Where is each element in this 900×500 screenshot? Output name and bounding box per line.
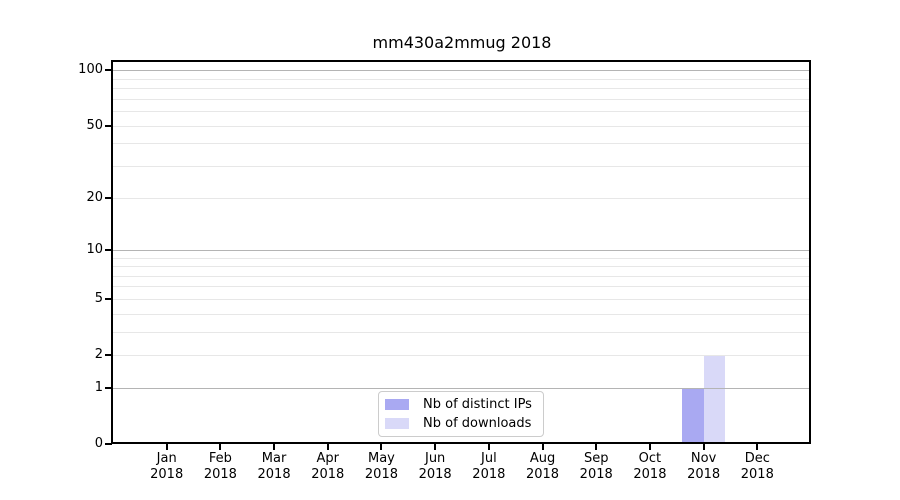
x-tick-mark-sep bbox=[595, 444, 598, 450]
x-tick-mark-jun bbox=[434, 444, 437, 450]
x-tick-mark-feb bbox=[219, 444, 222, 450]
legend-swatch-distinct-ips bbox=[385, 399, 409, 410]
y-tick-label-0: 0 bbox=[94, 436, 103, 451]
y-tick-label-1: 1 bbox=[94, 379, 103, 395]
x-tick-label-month-mar: Mar bbox=[261, 451, 287, 466]
x-tick-label-month-nov: Nov bbox=[690, 451, 717, 466]
gridline-minor-6 bbox=[113, 286, 811, 288]
y-tick-label-50: 50 bbox=[86, 117, 103, 133]
x-tick-mark-oct bbox=[648, 444, 651, 450]
x-tick-label-year-sep: 2018 bbox=[579, 467, 613, 482]
y-tick-mark-0 bbox=[105, 443, 112, 445]
x-tick-label-month-aug: Aug bbox=[529, 451, 556, 466]
x-tick-label-year-feb: 2018 bbox=[203, 467, 237, 482]
x-tick-label-sep: Sep 2018 bbox=[564, 451, 628, 483]
x-tick-mark-dec bbox=[756, 444, 759, 450]
gridline-minor-30 bbox=[113, 165, 811, 167]
x-tick-mark-may bbox=[380, 444, 383, 450]
chart-title: mm430a2mmug 2018 bbox=[372, 33, 552, 52]
gridline-minor-5 bbox=[113, 298, 811, 300]
x-tick-mark-mar bbox=[273, 444, 276, 450]
gridline-minor-60 bbox=[113, 111, 811, 113]
y-tick-label-10: 10 bbox=[86, 241, 103, 257]
bar-nb-of-downloads-nov bbox=[703, 355, 726, 444]
x-tick-label-month-jul: Jul bbox=[481, 451, 497, 466]
x-tick-label-dec: Dec 2018 bbox=[725, 451, 789, 483]
gridline-major-100 bbox=[113, 70, 811, 72]
x-tick-label-feb: Feb 2018 bbox=[188, 451, 252, 483]
gridline-minor-80 bbox=[113, 88, 811, 90]
y-tick-mark-1 bbox=[105, 386, 112, 389]
x-tick-label-year-jan: 2018 bbox=[150, 467, 184, 482]
gridline-minor-4 bbox=[113, 313, 811, 315]
y-tick-label-100: 100 bbox=[78, 62, 103, 78]
x-tick-label-month-may: May bbox=[368, 451, 395, 466]
x-tick-label-month-jan: Jan bbox=[156, 451, 177, 466]
x-tick-label-year-nov: 2018 bbox=[687, 467, 721, 482]
x-tick-label-month-jun: Jun bbox=[424, 451, 446, 466]
y-tick-mark-100 bbox=[105, 69, 112, 72]
x-tick-mark-nov bbox=[702, 444, 705, 450]
gridline-minor-9 bbox=[113, 257, 811, 259]
y-tick-mark-50 bbox=[105, 124, 112, 127]
legend-label-distinct-ips: Nb of distinct IPs bbox=[423, 396, 532, 412]
x-tick-label-year-may: 2018 bbox=[364, 467, 398, 482]
x-tick-label-year-jun: 2018 bbox=[418, 467, 452, 482]
x-tick-label-month-apr: Apr bbox=[316, 451, 340, 466]
x-tick-label-year-dec: 2018 bbox=[740, 467, 774, 482]
x-tick-label-year-apr: 2018 bbox=[311, 467, 345, 482]
gridline-minor-2 bbox=[113, 355, 811, 357]
gridline-minor-20 bbox=[113, 197, 811, 199]
plot-area bbox=[113, 62, 811, 444]
bar-nb-of-distinct-ips-nov bbox=[682, 387, 704, 444]
legend-label-downloads: Nb of downloads bbox=[423, 415, 532, 431]
x-tick-label-jul: Jul 2018 bbox=[457, 451, 521, 483]
y-tick-label-5: 5 bbox=[94, 290, 103, 306]
x-tick-label-jan: Jan 2018 bbox=[135, 451, 199, 483]
legend-item-distinct-ips: Nb of distinct IPs bbox=[385, 395, 537, 414]
y-tick-mark-2 bbox=[105, 354, 112, 357]
x-tick-mark-jul bbox=[487, 444, 490, 450]
y-tick-mark-20 bbox=[105, 196, 112, 199]
legend-swatch-downloads bbox=[385, 418, 409, 429]
x-tick-mark-jan bbox=[165, 444, 168, 450]
legend: Nb of distinct IPs Nb of downloads bbox=[378, 391, 544, 437]
y-tick-mark-10 bbox=[105, 248, 112, 251]
y-tick-label-20: 20 bbox=[86, 189, 103, 205]
y-tick-label-2: 2 bbox=[94, 347, 103, 363]
y-tick-mark-5 bbox=[105, 297, 112, 300]
gridline-minor-8 bbox=[113, 266, 811, 268]
x-tick-label-year-mar: 2018 bbox=[257, 467, 291, 482]
x-tick-label-jun: Jun 2018 bbox=[403, 451, 467, 483]
legend-item-downloads: Nb of downloads bbox=[385, 414, 537, 433]
x-tick-label-month-oct: Oct bbox=[638, 451, 662, 466]
x-tick-label-month-feb: Feb bbox=[208, 451, 232, 466]
x-tick-mark-aug bbox=[541, 444, 544, 450]
x-tick-label-year-oct: 2018 bbox=[633, 467, 667, 482]
x-tick-label-nov: Nov 2018 bbox=[672, 451, 736, 483]
x-tick-label-year-jul: 2018 bbox=[472, 467, 506, 482]
gridline-minor-40 bbox=[113, 143, 811, 145]
gridline-minor-90 bbox=[113, 78, 811, 80]
gridline-minor-50 bbox=[113, 125, 811, 127]
gridline-major-1 bbox=[113, 387, 811, 389]
x-tick-label-may: May 2018 bbox=[349, 451, 413, 483]
x-tick-mark-apr bbox=[326, 444, 329, 450]
gridline-major-10 bbox=[113, 249, 811, 251]
x-tick-label-oct: Oct 2018 bbox=[618, 451, 682, 483]
x-tick-label-mar: Mar 2018 bbox=[242, 451, 306, 483]
x-tick-label-month-sep: Sep bbox=[583, 451, 609, 466]
x-tick-label-apr: Apr 2018 bbox=[296, 451, 360, 483]
x-tick-label-aug: Aug 2018 bbox=[511, 451, 575, 483]
gridline-minor-3 bbox=[113, 331, 811, 333]
gridline-minor-7 bbox=[113, 275, 811, 277]
gridline-minor-70 bbox=[113, 98, 811, 100]
x-tick-label-year-aug: 2018 bbox=[525, 467, 560, 482]
x-tick-label-month-dec: Dec bbox=[744, 451, 770, 466]
